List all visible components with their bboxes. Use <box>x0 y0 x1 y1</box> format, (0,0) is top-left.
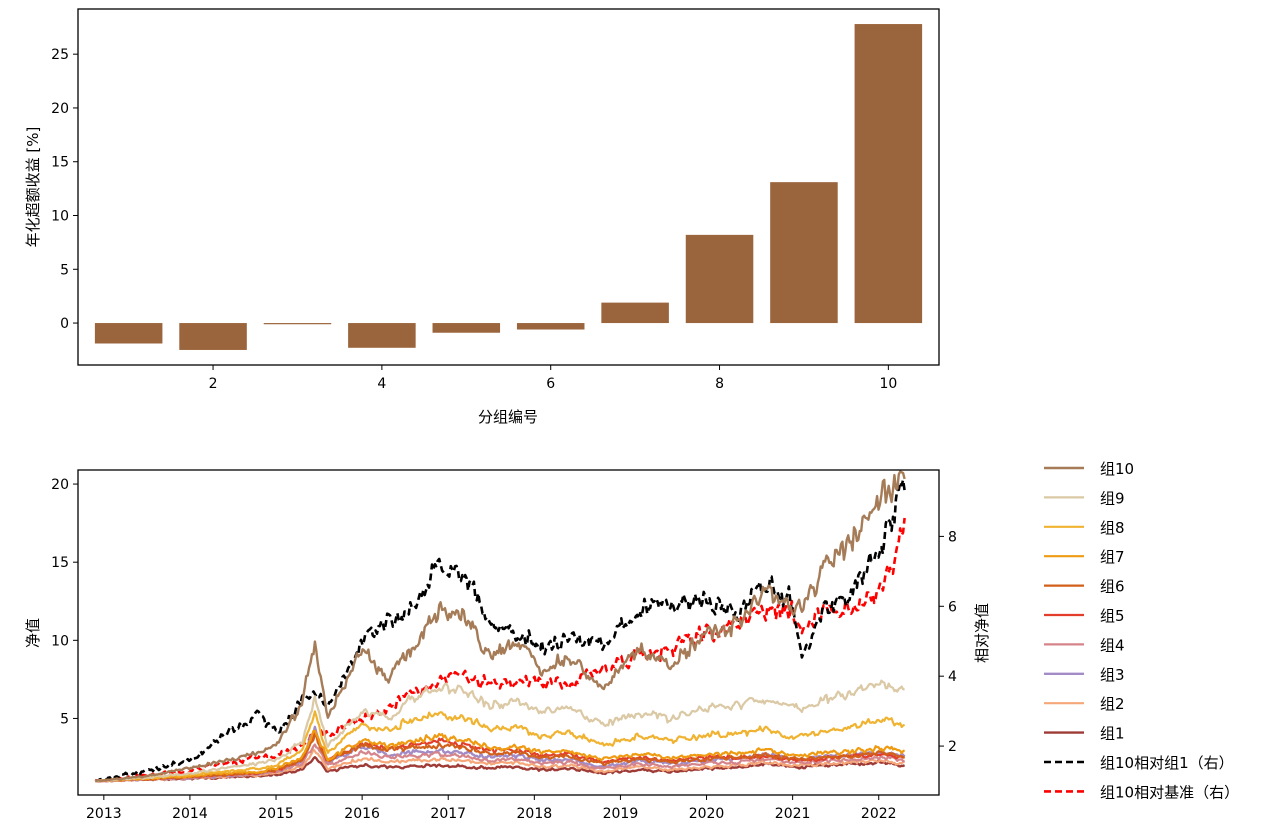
bar-x-tick-label: 10 <box>879 376 897 392</box>
line-x-tick-label: 2013 <box>86 806 122 822</box>
line-x-tick-label: 2016 <box>344 806 380 822</box>
bar-x-tick-label: 6 <box>546 376 555 392</box>
bar-x-tick-label: 2 <box>209 376 218 392</box>
bar-y-tick-label: 5 <box>60 262 69 278</box>
bar-group-6 <box>516 323 585 330</box>
bar-x-ticks: 2 4 6 8 10 <box>209 365 897 392</box>
line-y-tick-label-left: 10 <box>51 633 69 649</box>
line-series-group <box>94 470 906 783</box>
line-y-tick-label-left: 20 <box>51 477 69 493</box>
bar-y-tick-label: 25 <box>51 47 69 63</box>
line-y-tick-label-left: 15 <box>51 555 69 571</box>
bar-group-5 <box>432 323 501 333</box>
bar-group-7 <box>601 302 669 324</box>
legend-label-8: 组3 <box>1100 666 1125 684</box>
legend-label-4: 组7 <box>1100 548 1125 566</box>
series-line-11 <box>94 478 906 783</box>
line-y-axis-label-left: 净值 <box>24 618 42 648</box>
legend-label-6: 组5 <box>1100 607 1125 625</box>
bar-marks <box>94 24 923 350</box>
line-y-tick-label-right: 6 <box>948 599 957 615</box>
bar-group-4 <box>348 323 416 348</box>
line-x-tick-label: 2015 <box>258 806 294 822</box>
bar-group-3 <box>263 323 332 325</box>
bar-group-10 <box>854 24 923 324</box>
bar-y-tick-label: 20 <box>51 101 69 117</box>
line-x-tick-label: 2020 <box>689 806 725 822</box>
bar-x-tick-label: 4 <box>377 376 386 392</box>
legend-label-7: 组4 <box>1100 636 1125 654</box>
bar-group-9 <box>770 182 838 324</box>
series-line-2 <box>95 679 905 783</box>
series-line-4 <box>95 729 906 783</box>
bar-group-8 <box>685 234 754 324</box>
bar-chart: 2 4 6 8 10 0 5 10 15 20 25 分组编号 年化超额收益 [%] <box>24 8 940 426</box>
legend-label-12: 组10相对基准（右） <box>1100 783 1239 801</box>
legend-label-3: 组8 <box>1100 519 1125 537</box>
line-y-tick-label-right: 4 <box>948 669 957 685</box>
line-y-tick-label-right: 8 <box>948 529 957 545</box>
bar-x-axis-label: 分组编号 <box>478 408 538 426</box>
line-y-tick-label-left: 5 <box>60 711 69 727</box>
bar-y-axis-label: 年化超额收益 [%] <box>24 127 42 248</box>
line-y-tick-label-right: 2 <box>948 739 957 755</box>
bar-group-2 <box>179 323 247 350</box>
line-x-tick-label: 2021 <box>775 806 811 822</box>
line-chart-frame <box>77 469 940 796</box>
series-line-12 <box>95 517 906 783</box>
line-y-ticks-right: 2 4 6 8 <box>939 529 957 755</box>
bar-x-tick-label: 8 <box>715 376 724 392</box>
line-x-tick-label: 2022 <box>861 806 897 822</box>
legend-label-1: 组10 <box>1100 460 1134 478</box>
bar-y-tick-label: 15 <box>51 155 69 171</box>
series-line-1 <box>95 470 906 783</box>
legend-label-10: 组1 <box>1100 725 1125 743</box>
bar-y-tick-label: 0 <box>60 316 69 332</box>
line-y-ticks-left: 5 10 15 20 <box>51 477 78 727</box>
bar-y-ticks: 0 5 10 15 20 25 <box>51 47 78 332</box>
legend-label-9: 组2 <box>1100 695 1125 713</box>
legend-label-5: 组6 <box>1100 578 1125 596</box>
legend-label-2: 组9 <box>1100 489 1125 507</box>
bar-chart-frame <box>77 8 940 366</box>
bar-y-tick-label: 10 <box>51 209 69 225</box>
line-y-axis-label-right: 相对净值 <box>973 603 991 663</box>
legend: 组10 组9 组8 组7 组6 组5 组4 组3 组2 组1 组10相对组1（右） 组10相对基准（右… <box>1044 460 1239 801</box>
line-x-tick-label: 2014 <box>172 806 208 822</box>
line-chart: 2013 2014 2015 2016 2017 2018 2019 2020 2021 2022… <box>24 469 991 822</box>
bar-group-1 <box>94 323 163 344</box>
legend-label-11: 组10相对组1（右） <box>1100 754 1234 772</box>
series-line-3 <box>94 710 906 783</box>
line-x-tick-label: 2019 <box>603 806 639 822</box>
line-x-tick-label: 2018 <box>517 806 553 822</box>
line-x-tick-label: 2017 <box>430 806 466 822</box>
line-x-ticks: 2013 2014 2015 2016 2017 2018 2019 2020 2021 2022 <box>86 795 897 822</box>
